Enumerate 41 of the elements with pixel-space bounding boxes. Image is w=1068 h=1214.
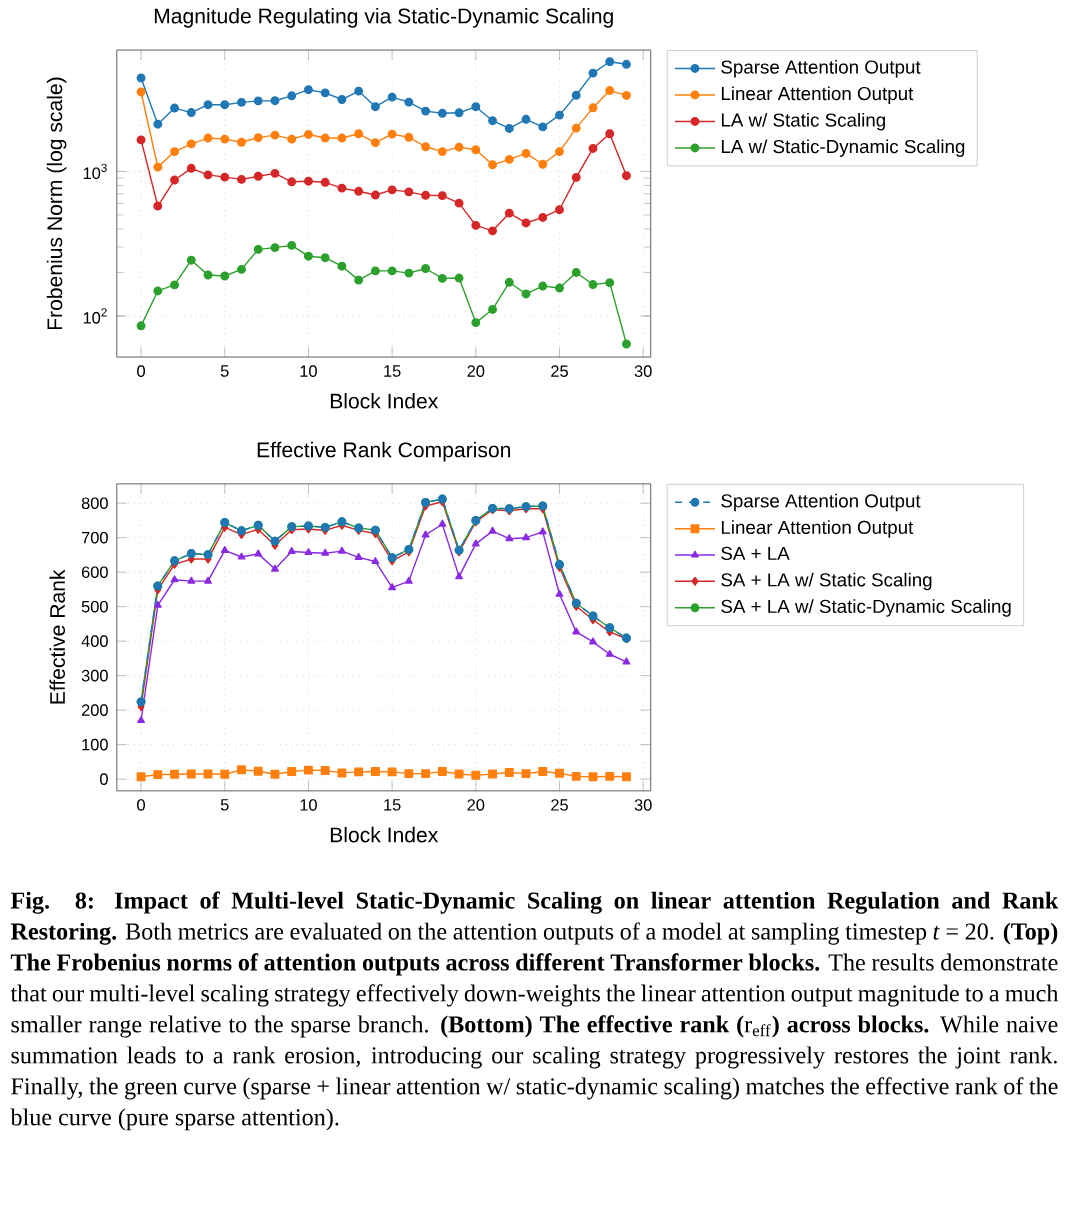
x-tick-label: 10 <box>300 365 318 377</box>
y-tick-label: 700 <box>82 531 108 544</box>
y-tick-label: 600 <box>82 566 108 578</box>
x-tick-label: 20 <box>467 365 485 377</box>
legend-label: Linear Attention Output <box>722 86 914 104</box>
y-tick-label: 500 <box>81 600 108 613</box>
x-tick-label: 15 <box>384 365 401 377</box>
y-tick-label: 400 <box>81 635 108 647</box>
chart-title: Effective Rank Comparison <box>257 441 511 462</box>
x-tick-label: 5 <box>220 799 229 811</box>
x-tick-label: 0 <box>137 365 146 377</box>
x-tick-label: 10 <box>300 799 318 811</box>
y-axis-title: Effective Rank <box>49 569 66 704</box>
x-tick-label: 25 <box>551 365 568 377</box>
x-axis-title: Block Index <box>331 393 439 409</box>
y-tick-label: 800 <box>81 497 108 509</box>
x-tick-label: 5 <box>220 365 229 377</box>
legend-label: SA + LA w/ Static-Dynamic Scaling <box>721 599 1011 617</box>
x-tick-label: 25 <box>551 799 568 811</box>
legend-label: SA + LA <box>721 546 790 561</box>
x-tick-label: 30 <box>634 799 652 811</box>
legend-label: Linear Attention Output <box>722 520 914 538</box>
y-tick-label: 100 <box>82 738 108 751</box>
legend-label: LA w/ Static-Dynamic Scaling <box>722 139 965 157</box>
x-axis-title: Block Index <box>331 826 439 843</box>
legend-label: LA w/ Static Scaling <box>722 112 886 131</box>
x-tick-label: 20 <box>467 799 485 811</box>
legend-label: Sparse Attention Output <box>721 493 921 512</box>
chart-title: Magnitude Regulating via Static-Dynamic Scaling <box>154 8 613 28</box>
y-axis-title: Frobenius Norm (log scale) <box>46 77 67 330</box>
y-tick-label: 0 <box>100 773 108 785</box>
text: Fig. 8: Impact of Multi-level Static-Dynamic Scaling on linear attention Regulation and Rank Restoring. Both metrics are evaluated on the attention outputs of a model at sampling timestep t = 20. (Top) The Frobenius norms of attention outputs across different Transformer blocks. The results demonstrate that our multi-level scaling strategy effectively down-weights the linear attention output magnitude to a much smaller range relative to the sparse branch. (Bottom) The effective rank (r$_{eff}$) across blocks. While naive summation leads to a rank erosion, introducing our scaling strategy progressively restores the joint rank. Finally, the green curve (sparse + linear attention w/ static-dynamic scaling) matches the effective rank of the blue curve (pure sparse attention). <box>10 891 1059 1131</box>
x-tick-label: 30 <box>634 365 652 377</box>
y-tick-label: 10$^{3}$ <box>83 163 107 180</box>
legend-label: Sparse Attention Output <box>721 59 921 78</box>
legend-label: SA + LA w/ Static Scaling <box>721 572 932 591</box>
y-tick-label: 300 <box>81 669 108 682</box>
x-tick-label: 0 <box>137 799 146 811</box>
y-tick-label: 10$^{2}$ <box>83 308 107 324</box>
x-tick-label: 15 <box>384 799 401 811</box>
y-tick-label: 200 <box>82 704 108 716</box>
